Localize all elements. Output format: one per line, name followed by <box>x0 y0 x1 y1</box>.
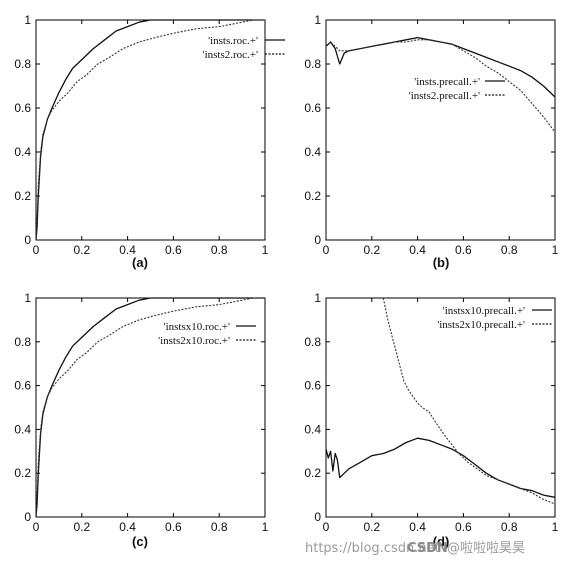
legend-label: 'insts.precall.+' <box>414 76 480 88</box>
x-tick-label: 1 <box>552 520 559 534</box>
y-tick-label: 0 <box>314 510 321 524</box>
series-line-1 <box>35 19 265 241</box>
y-tick-label: 0.6 <box>14 101 31 115</box>
y-tick-label: 0.8 <box>14 57 31 71</box>
y-tick-label: 0.2 <box>14 189 31 203</box>
x-tick-label: 0 <box>33 520 40 534</box>
y-tick-label: 0.2 <box>14 466 31 480</box>
x-tick-label: 1 <box>262 243 269 257</box>
x-tick-label: 0.6 <box>165 243 182 257</box>
watermark-site: https://blog.csdn.net <box>305 541 440 556</box>
legend-label: 'insts2x10.roc.+' <box>158 335 230 347</box>
legend-label: 'insts2.roc.+' <box>203 49 258 61</box>
x-tick-label: 0.2 <box>73 520 90 534</box>
y-tick-label: 0.4 <box>14 422 31 436</box>
x-tick-label: 0.6 <box>455 243 472 257</box>
x-tick-label: 0.2 <box>363 520 380 534</box>
watermark-user: @啦啦啦昊昊 <box>447 541 525 556</box>
x-tick-label: 0.4 <box>409 243 426 257</box>
plot-frame <box>35 297 266 518</box>
legend-label: 'insts2.precall.+' <box>409 90 480 102</box>
series-line-2 <box>382 297 556 505</box>
y-tick-label: 0 <box>24 510 31 524</box>
chart-panel-1: 0 0.2 0.4 0.6 0.8 1 0 0.2 0.4 0.6 0.8 1 'insts.roc.+… <box>14 13 285 270</box>
series-line-2 <box>35 19 265 241</box>
y-tick-label: 0.6 <box>304 379 321 393</box>
chart-panel-3: 0 0.2 0.4 0.6 0.8 1 0 0.2 0.4 0.6 0.8 1 'instsx10.ro… <box>14 291 268 549</box>
x-tick-label: 0.4 <box>119 243 136 257</box>
y-tick-label: 1 <box>24 13 31 27</box>
x-tick-label: 0.8 <box>501 243 518 257</box>
y-tick-label: 0.4 <box>304 422 321 436</box>
x-tick-label: 0.2 <box>73 243 90 257</box>
panel-label: (b) <box>433 255 450 270</box>
x-tick-label: 0.8 <box>501 520 518 534</box>
x-tick-label: 0.6 <box>455 520 472 534</box>
x-tick-label: 0.8 <box>211 520 228 534</box>
x-tick-label: 1 <box>552 243 559 257</box>
y-tick-label: 0.8 <box>304 57 321 71</box>
y-tick-label: 0.4 <box>14 145 31 159</box>
y-tick-label: 0 <box>24 233 31 247</box>
y-tick-label: 0.6 <box>304 101 321 115</box>
x-tick-label: 0.2 <box>363 243 380 257</box>
x-tick-label: 0 <box>323 520 330 534</box>
y-tick-label: 1 <box>314 291 321 305</box>
plot-frame <box>325 297 556 518</box>
watermark-brand: CSDN <box>407 541 448 556</box>
panel-label: (d) <box>433 534 450 549</box>
panel-label: (c) <box>132 534 148 549</box>
y-tick-label: 0.2 <box>304 466 321 480</box>
series-line-2 <box>325 39 556 133</box>
legend-label: 'instsx10.precall.+' <box>443 305 525 317</box>
series-line-1 <box>325 36 556 98</box>
plot-frame <box>325 19 556 241</box>
chart-panel-4: 0 0.2 0.4 0.6 0.8 1 0 0.2 0.4 0.6 0.8 1 'instsx10.pr… <box>304 291 558 549</box>
series-line-1 <box>325 437 556 498</box>
y-tick-label: 0 <box>314 233 321 247</box>
series-line-1 <box>35 297 265 518</box>
legend-label: 'instsx10.roc.+' <box>164 321 230 333</box>
series-line-2 <box>35 297 265 518</box>
legend-label: 'insts.roc.+' <box>208 35 258 47</box>
y-tick-label: 1 <box>314 13 321 27</box>
chart-panel-2: 0 0.2 0.4 0.6 0.8 1 0 0.2 0.4 0.6 0.8 1 'insts.preca… <box>304 13 558 270</box>
y-tick-label: 0.8 <box>304 335 321 349</box>
y-tick-label: 0.2 <box>304 189 321 203</box>
y-tick-label: 1 <box>24 291 31 305</box>
x-tick-label: 1 <box>262 520 269 534</box>
x-tick-label: 0 <box>323 243 330 257</box>
y-tick-label: 0.8 <box>14 335 31 349</box>
legend-label: 'insts2x10.precall.+' <box>437 319 525 331</box>
x-tick-label: 0.8 <box>211 243 228 257</box>
x-tick-label: 0.4 <box>119 520 136 534</box>
x-tick-label: 0 <box>33 243 40 257</box>
y-tick-label: 0.4 <box>304 145 321 159</box>
x-tick-label: 0.4 <box>409 520 426 534</box>
x-tick-label: 0.6 <box>165 520 182 534</box>
panel-label: (a) <box>132 255 148 270</box>
y-tick-label: 0.6 <box>14 379 31 393</box>
